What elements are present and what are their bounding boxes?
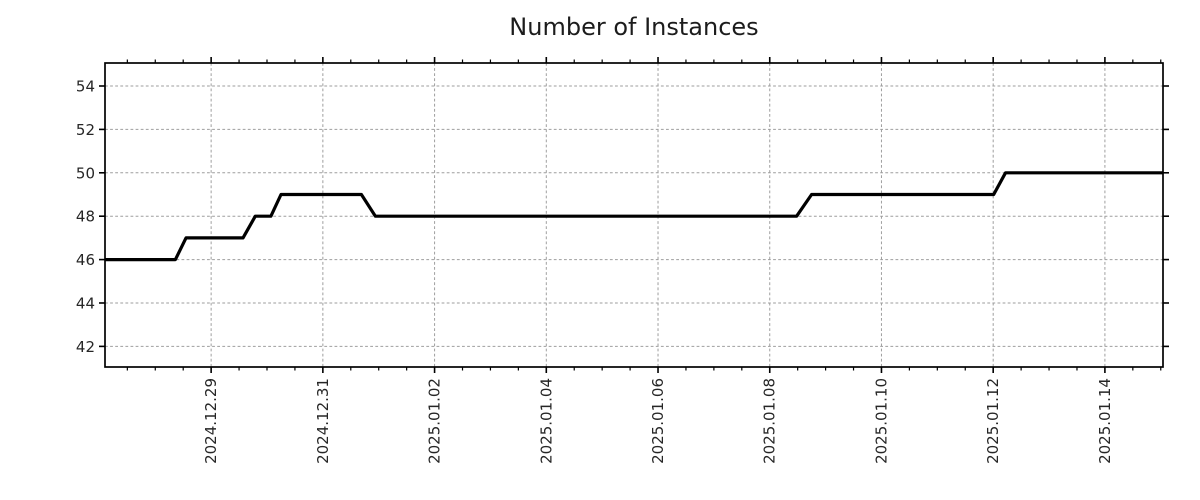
y-tick-label: 50 (76, 164, 95, 182)
x-tick-label: 2025.01.08 (761, 378, 779, 464)
x-tick-label: 2024.12.31 (314, 378, 332, 464)
data-line-instances (105, 171, 1163, 262)
x-tick-label: 2025.01.10 (872, 378, 890, 464)
y-tick-label: 52 (76, 121, 95, 139)
x-tick-label: 2025.01.02 (426, 378, 444, 464)
y-tick-label: 42 (76, 338, 95, 356)
x-tick-label: 2025.01.04 (537, 378, 555, 464)
y-tick-label: 46 (76, 251, 95, 269)
x-tick-label: 2025.01.12 (984, 378, 1002, 464)
y-tick-label: 48 (76, 208, 95, 226)
y-tick-label: 44 (76, 294, 95, 312)
y-tick-label: 54 (76, 78, 95, 96)
x-tick-label: 2025.01.14 (1096, 378, 1114, 464)
plot-border (104, 62, 1164, 368)
x-tick-label: 2025.01.06 (649, 378, 667, 464)
x-tick-label: 2024.12.29 (202, 378, 220, 464)
chart-title: Number of Instances (509, 13, 759, 41)
